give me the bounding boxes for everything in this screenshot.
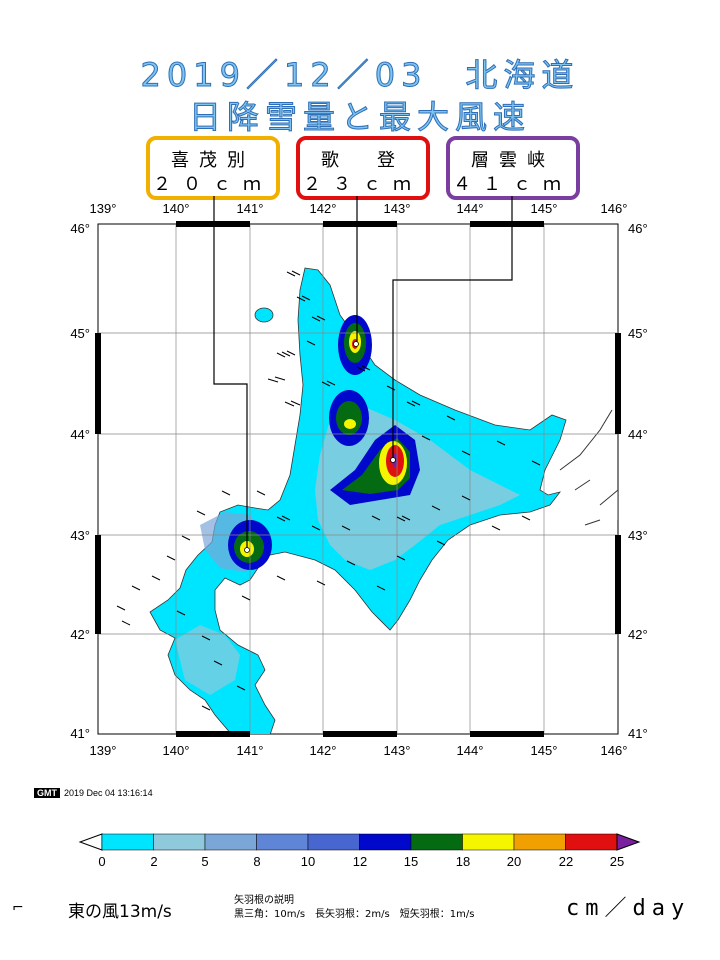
- map-title-line2: 日降雪量と最大風速: [188, 98, 531, 137]
- lon-label-bottom: 144°: [457, 743, 484, 758]
- colorbar-segment: [307, 833, 360, 851]
- inland-band-south: [175, 625, 240, 695]
- station-name: 層雲峡: [471, 150, 555, 171]
- station-marker-utanobori: [353, 341, 359, 347]
- lat-label-right: 45°: [628, 326, 648, 341]
- colorbar-segment: [153, 833, 206, 851]
- colorbar-tick: 8: [253, 854, 260, 869]
- lat-label-right: 46°: [628, 221, 648, 236]
- graticule: [98, 224, 618, 734]
- station-marker-kimobetsu: [244, 547, 250, 553]
- legend-barb-help: 矢羽根の説明 黒三角：10m/s 長矢羽根：2m/s 短矢羽根：1m/s: [234, 894, 474, 922]
- colorbar-over-triangle: [616, 833, 641, 851]
- colorbar-tick: 25: [610, 854, 624, 869]
- unit-label: cm／day: [566, 896, 691, 921]
- legend-help-title: 矢羽根の説明: [234, 895, 294, 906]
- lon-label-bottom: 145°: [531, 743, 558, 758]
- inland-band: [315, 405, 520, 570]
- lon-label-bottom: 146°: [601, 743, 628, 758]
- colorbar-tick: 12: [353, 854, 367, 869]
- gmt-logo: GMT: [34, 788, 60, 798]
- colorbar-segment: [359, 833, 412, 851]
- colorbar-tick: 10: [301, 854, 315, 869]
- lon-label-top: 146°: [601, 201, 628, 216]
- lat-label-left: 44°: [70, 427, 90, 442]
- lon-label-top: 144°: [457, 201, 484, 216]
- colorbar-segment: [204, 833, 257, 851]
- lon-label-top: 143°: [384, 201, 411, 216]
- kuril-islands: [559, 409, 618, 526]
- legend-help-text: 黒三角：10m/s 長矢羽根：2m/s 短矢羽根：1m/s: [234, 909, 475, 920]
- lon-label-top: 140°: [163, 201, 190, 216]
- map-title-line1: 2019／12／03 北海道: [140, 56, 580, 95]
- colorbar-tick: 2: [150, 854, 157, 869]
- colorbar-segment: [565, 833, 618, 851]
- rishiri-island: [254, 307, 274, 323]
- lat-label-right: 44°: [628, 427, 648, 442]
- colorbar-tick: 0: [98, 854, 105, 869]
- legend-east-wind: 東の風13m/s: [68, 902, 172, 922]
- frame-tick-bars: [95, 221, 621, 737]
- colorbar-segment: [256, 833, 309, 851]
- lon-label-bottom: 139°: [90, 743, 117, 758]
- station-value: ２０ｃｍ: [153, 174, 273, 195]
- station-box-kimobetsu: 喜茂別 ２０ｃｍ: [146, 136, 280, 200]
- lat-label-left: 41°: [70, 726, 90, 741]
- gmt-timestamp: GMT 2019 Dec 04 13:16:14: [34, 788, 153, 798]
- station-box-sounkyo: 層雲峡 ４１ｃｍ: [446, 136, 580, 200]
- lat-label-right: 41°: [628, 726, 648, 741]
- colorbar-tick: 15: [404, 854, 418, 869]
- lon-label-top: 142°: [310, 201, 337, 216]
- colorbar-tick: 5: [201, 854, 208, 869]
- lon-label-top: 139°: [90, 201, 117, 216]
- timestamp-text: 2019 Dec 04 13:16:14: [64, 788, 153, 798]
- lon-label-bottom: 140°: [163, 743, 190, 758]
- contour-center-inner: [344, 419, 356, 429]
- contour-center-mid: [336, 401, 362, 435]
- station-value: ２３ｃｍ: [303, 174, 423, 195]
- lon-label-top: 141°: [237, 201, 264, 216]
- colorbar-segment: [101, 833, 154, 851]
- station-value: ４１ｃｍ: [453, 174, 573, 195]
- wind-barbs: [116, 270, 541, 711]
- colorbar-segment: [513, 833, 566, 851]
- station-name: 喜茂別: [171, 150, 255, 171]
- wind-barb-icon: ⌐: [12, 900, 24, 916]
- lon-label-top: 145°: [531, 201, 558, 216]
- station-box-utanobori: 歌 登 ２３ｃｍ: [296, 136, 430, 200]
- lat-label-left: 43°: [70, 528, 90, 543]
- leader-lines: [213, 196, 513, 548]
- lon-label-bottom: 143°: [384, 743, 411, 758]
- colorbar-under-triangle: [78, 833, 103, 851]
- station-name: 歌 登: [321, 150, 405, 171]
- colorbar-tick: 22: [559, 854, 573, 869]
- lat-label-left: 46°: [70, 221, 90, 236]
- lat-label-right: 43°: [628, 528, 648, 543]
- lon-label-bottom: 142°: [310, 743, 337, 758]
- colorbar-segment: [410, 833, 463, 851]
- colorbar-tick: 18: [456, 854, 470, 869]
- lat-label-right: 42°: [628, 627, 648, 642]
- colorbar-tick: 20: [507, 854, 521, 869]
- lat-label-left: 45°: [70, 326, 90, 341]
- lon-label-bottom: 141°: [237, 743, 264, 758]
- colorbar-segment: [462, 833, 515, 851]
- lat-label-left: 42°: [70, 627, 90, 642]
- colorbar: [78, 833, 641, 851]
- station-marker-sounkyo: [390, 457, 396, 463]
